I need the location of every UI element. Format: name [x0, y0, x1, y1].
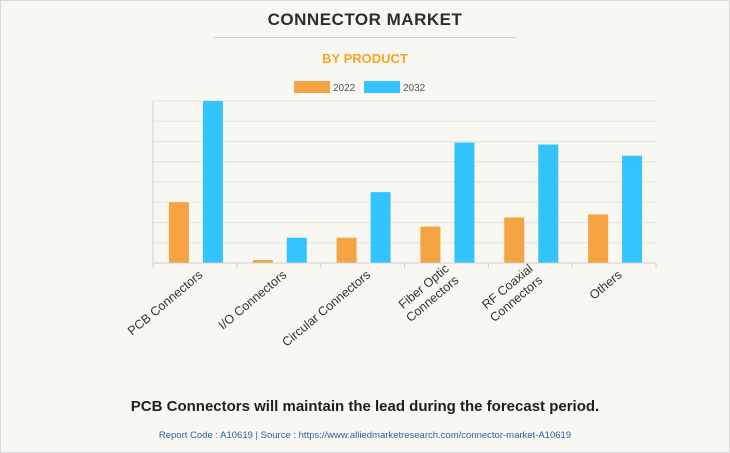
x-tick-label-line: Circular Connectors — [279, 268, 373, 350]
bar-2022-4 — [504, 217, 525, 263]
chart-subtitle: BY PRODUCT — [322, 51, 408, 66]
x-tick-label-line: Others — [587, 268, 625, 303]
legend-label-2022: 2022 — [333, 83, 356, 94]
x-tick-label-line: I/O Connectors — [216, 268, 289, 333]
x-tick-label: Others — [587, 268, 625, 303]
bar-2032-4 — [538, 144, 559, 263]
legend-swatch-2032 — [364, 81, 400, 93]
legend-label-2032: 2032 — [403, 83, 426, 94]
bar-2032-3 — [454, 142, 475, 263]
x-tick-label-line: PCB Connectors — [125, 268, 205, 339]
bar-2032-2 — [370, 192, 391, 263]
bar-2032-1 — [286, 237, 307, 263]
x-tick-label: PCB Connectors — [125, 268, 205, 339]
bar-2022-2 — [336, 237, 357, 263]
bar-2032-0 — [202, 101, 223, 263]
x-tick-label: I/O Connectors — [216, 268, 289, 333]
x-tick-label: RF CoaxialConnectors — [478, 262, 546, 325]
bar-2022-0 — [168, 202, 189, 263]
x-tick-label: Fiber OpticConnectors — [394, 262, 462, 325]
bar-2022-5 — [588, 214, 609, 263]
legend-swatch-2022 — [294, 81, 330, 93]
x-tick-label: Circular Connectors — [279, 268, 373, 350]
summary-text: PCB Connectors will maintain the lead du… — [130, 398, 600, 415]
bar-2032-5 — [622, 155, 643, 263]
chart-title: CONNECTOR MARKET — [267, 10, 463, 29]
source-line: Report Code : A10619 | Source : https://… — [158, 430, 572, 441]
title-divider — [214, 37, 516, 38]
bar-2022-3 — [420, 226, 441, 263]
bar-2022-1 — [252, 259, 273, 263]
